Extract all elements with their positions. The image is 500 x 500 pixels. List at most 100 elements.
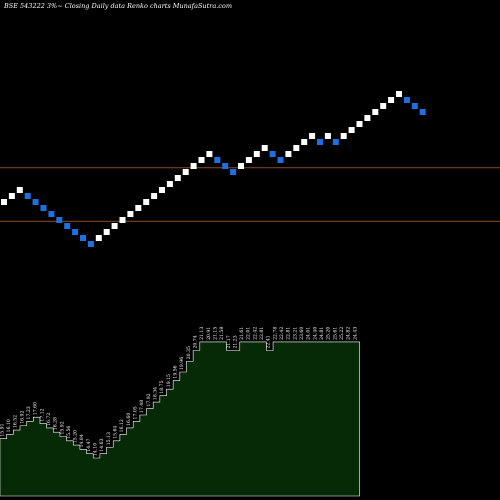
volume-label-29: 20.35: [186, 346, 192, 359]
volume-label-32: 20.91: [206, 327, 212, 340]
volume-label-24: 18.34: [153, 387, 159, 400]
down-brick-52: [403, 97, 410, 103]
volume-label-27: 19.56: [172, 365, 178, 378]
up-brick-33: [253, 151, 260, 157]
volume-label-44: 22.81: [286, 327, 292, 340]
volume-label-48: 24.40: [312, 327, 318, 340]
down-brick-11: [80, 235, 86, 241]
up-brick-40: [309, 133, 316, 139]
volume-area: [0, 341, 360, 497]
up-brick-27: [206, 151, 213, 157]
volume-label-14: 14.47: [86, 438, 92, 451]
volume-label-16: 14.63: [99, 438, 105, 451]
volume-label-11: 15.56: [66, 426, 72, 439]
volume-label-18: 15.64: [113, 426, 119, 439]
volume-label-8: 16.72: [46, 413, 52, 426]
up-brick-22: [166, 181, 173, 187]
volume-label-10: 15.92: [59, 421, 65, 434]
up-brick-47: [364, 115, 371, 121]
volume-label-33: 21.15: [212, 327, 218, 340]
up-brick-38: [293, 145, 300, 151]
up-brick-18: [135, 205, 142, 211]
up-brick-48: [372, 109, 379, 115]
up-brick-32: [245, 157, 252, 163]
volume-label-34: 21.58: [219, 327, 225, 340]
volume-label-7: 17.12: [39, 408, 45, 421]
volume-label-31: 21.13: [199, 327, 205, 340]
volume-label-52: 25.22: [339, 327, 345, 340]
volume-label-42: 22.78: [272, 327, 278, 340]
volume-label-53: 24.82: [346, 327, 352, 340]
down-brick-5: [32, 199, 39, 205]
volume-label-5: 17.23: [26, 406, 32, 419]
down-brick-7: [48, 211, 55, 217]
volume-label-26: 19.15: [166, 374, 172, 387]
up-brick-13: [95, 235, 102, 241]
volume-label-35: 21.17: [226, 335, 232, 348]
volume-label-20: 16.60: [126, 413, 132, 426]
down-brick-35: [269, 151, 276, 157]
volume-label-2: 16.10: [6, 419, 12, 432]
volume-label-25: 18.75: [159, 380, 165, 393]
down-brick-41: [317, 139, 323, 145]
volume-label-22: 17.48: [139, 400, 145, 413]
volume-label-40: 22.81: [259, 327, 265, 340]
down-brick-6: [40, 205, 47, 211]
down-brick-4: [24, 193, 31, 199]
down-brick-12: [87, 241, 94, 247]
volume-label-4: 16.92: [19, 411, 25, 424]
volume-label-28: 19.96: [179, 357, 185, 370]
volume-label-50: 25.20: [326, 327, 332, 340]
down-brick-9: [64, 223, 71, 229]
up-brick-34: [261, 145, 268, 151]
volume-label-49: 24.81: [319, 327, 325, 340]
down-brick-53: [411, 103, 418, 109]
volume-label-36: 21.23: [232, 335, 238, 348]
up-brick-21: [159, 187, 165, 193]
volume-label-13: 14.84: [79, 434, 85, 447]
up-brick-45: [348, 127, 355, 133]
down-brick-54: [419, 109, 426, 115]
down-brick-43: [332, 139, 339, 145]
volume-label-15: 14.10: [93, 443, 99, 456]
up-brick-39: [301, 139, 308, 145]
volume-label-23: 17.92: [146, 393, 152, 406]
up-brick-23: [174, 175, 181, 181]
up-brick-50: [388, 97, 395, 103]
up-brick-44: [340, 133, 347, 139]
volume-label-19: 16.12: [119, 419, 125, 432]
up-brick-37: [285, 151, 292, 157]
up-brick-2: [8, 193, 15, 199]
up-brick-51: [396, 91, 402, 97]
volume-label-41: 22.41: [266, 335, 272, 348]
volume-label-9: 16.28: [53, 417, 59, 430]
reference-lines: [0, 167, 500, 222]
volume-label-39: 22.42: [252, 327, 258, 340]
up-brick-19: [143, 199, 150, 205]
down-brick-28: [214, 157, 221, 163]
up-brick-31: [238, 163, 244, 169]
down-brick-36: [277, 157, 284, 163]
volume-label-51: 25.61: [332, 327, 338, 340]
volume-label-1: 15.91: [0, 423, 5, 436]
down-brick-10: [72, 229, 79, 235]
volume-label-21: 17.05: [133, 406, 139, 419]
down-brick-8: [56, 217, 63, 223]
up-brick-20: [151, 193, 158, 199]
volume-label-46: 23.60: [299, 327, 305, 340]
up-brick-15: [111, 223, 118, 229]
volume-label-6: 17.60: [33, 402, 39, 415]
volume-label-45: 23.21: [292, 327, 298, 340]
volume-label-12: 15.20: [73, 430, 79, 443]
up-brick-46: [356, 121, 363, 127]
down-brick-29: [222, 163, 229, 169]
volume-label-37: 21.61: [239, 327, 245, 340]
volume-label-47: 24.01: [306, 327, 312, 340]
up-brick-16: [119, 217, 126, 223]
down-brick-30: [230, 169, 237, 175]
up-brick-24: [182, 169, 189, 175]
volume-labels: 15.91 16.10 16.52 16.92 17.23 17.60 17.12 16.72…: [0, 327, 358, 456]
volume-label-43: 22.42: [279, 327, 285, 340]
up-brick-14: [103, 229, 110, 235]
